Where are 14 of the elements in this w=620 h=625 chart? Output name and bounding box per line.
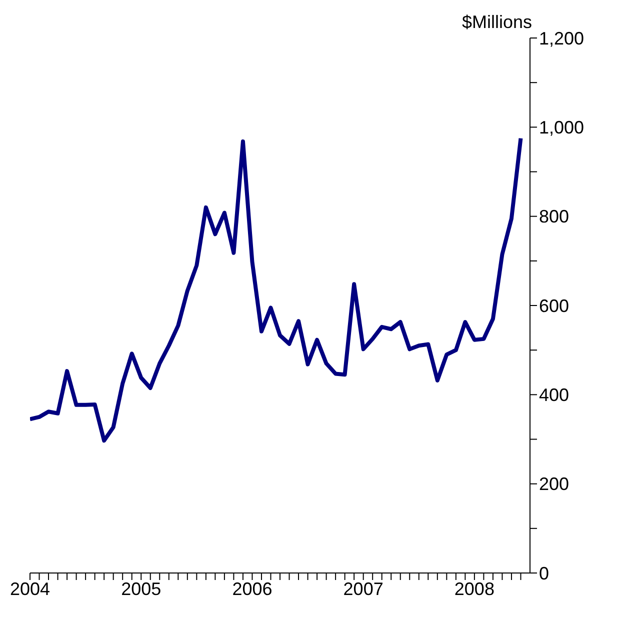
line-series [30,136,523,443]
x-tick-label: 2005 [121,578,162,599]
y-axis-title: $Millions [460,12,532,33]
y-tick-label: 0 [539,563,550,584]
x-tick-label: 2004 [10,578,50,599]
y-tick-label: 800 [539,206,570,227]
y-tick-label: 1,000 [539,118,584,138]
y-tick-label: 600 [539,296,570,316]
x-tick-label: 2008 [454,578,494,599]
y-tick-label: 200 [539,474,570,494]
x-tick-label: 2007 [343,578,384,599]
x-tick-label: 2006 [232,578,272,599]
y-tick-label: 1,200 [539,28,584,48]
y-tick-label: 400 [539,385,570,406]
